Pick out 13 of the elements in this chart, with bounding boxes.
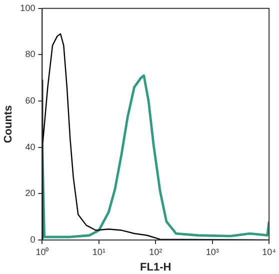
y-tick-label: 80	[25, 49, 36, 60]
y-tick-label: 0	[30, 234, 36, 244]
x-tick-label: 10²	[149, 246, 162, 257]
y-tick-label: 20	[25, 188, 36, 198]
x-axis-title: FL1-H	[140, 261, 172, 274]
y-axis-title: Counts	[2, 105, 15, 144]
y-tick-label: 60	[25, 96, 36, 106]
y-tick-label: 100	[20, 2, 36, 13]
x-tick-label: 10⁴	[262, 246, 276, 257]
x-tick-label: 10⁰	[36, 246, 49, 257]
x-tick-label: 10³	[206, 246, 219, 257]
y-tick-label: 40	[25, 142, 36, 152]
x-tick-label: 10¹	[92, 246, 106, 257]
